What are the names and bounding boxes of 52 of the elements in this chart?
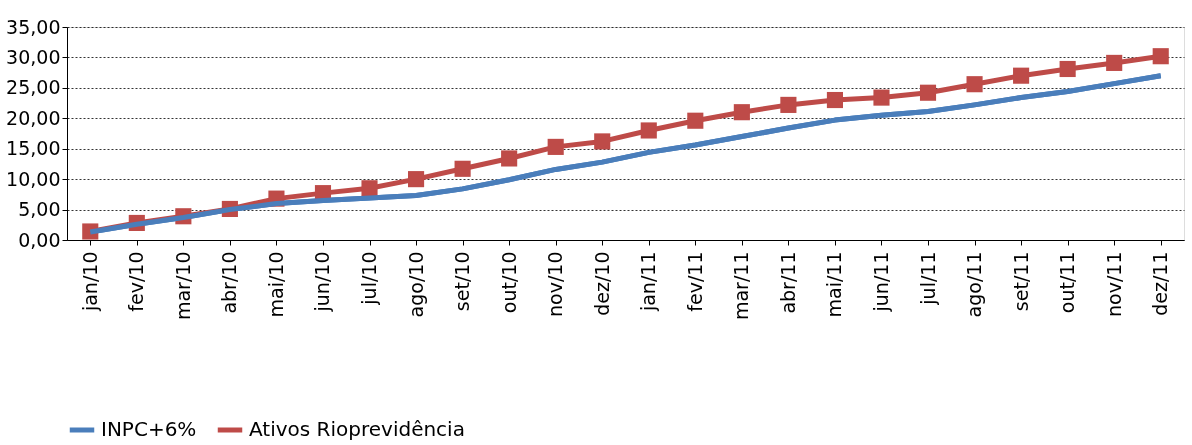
point <box>454 160 471 177</box>
x-tick-label: jan/11 <box>637 251 660 313</box>
point <box>1106 54 1123 71</box>
point <box>640 122 657 139</box>
point <box>966 76 983 93</box>
point <box>873 89 890 106</box>
y-tick-label: 30,00 <box>6 45 61 68</box>
x-tick-label: abr/11 <box>776 251 799 314</box>
x-tick-label: set/10 <box>451 251 474 312</box>
x-tick-label: jul/10 <box>358 251 381 306</box>
legend-label: Ativos Rioprevidência <box>249 417 465 441</box>
y-tick-label: 0,00 <box>18 228 61 251</box>
x-tick-label: abr/10 <box>218 251 241 314</box>
y-tick-label: 35,00 <box>6 15 61 38</box>
point <box>547 138 564 155</box>
point <box>501 150 518 167</box>
y-tick-label: 5,00 <box>18 198 61 221</box>
x-tick-label: dez/10 <box>590 251 613 316</box>
x-tick-label: set/11 <box>1009 251 1032 312</box>
point <box>826 91 843 109</box>
x-tick-label: jan/10 <box>78 251 101 313</box>
point <box>594 133 611 150</box>
y-tick-label: 25,00 <box>6 76 61 99</box>
x-tick-label: jul/11 <box>916 251 939 306</box>
point <box>733 104 750 121</box>
x-tick-label: ago/11 <box>963 251 986 318</box>
point <box>1152 48 1169 65</box>
x-tick-label: out/10 <box>497 251 520 314</box>
x-tick-label: out/11 <box>1056 251 1079 314</box>
point <box>780 96 797 113</box>
y-tick-label: 20,00 <box>6 106 61 129</box>
point <box>1059 60 1076 78</box>
legend-label: INPC+6% <box>101 417 197 441</box>
x-tick-label: jun/11 <box>869 251 892 313</box>
x-tick-label: fev/11 <box>683 251 706 312</box>
x-tick-label: nov/10 <box>544 251 567 317</box>
x-tick-label: mai/11 <box>823 251 846 318</box>
y-tick-label: 10,00 <box>6 167 61 190</box>
x-tick-label: fev/10 <box>125 251 148 312</box>
x-tick-label: mar/10 <box>171 251 194 321</box>
x-tick-label: ago/10 <box>404 251 427 318</box>
y-tick-label: 15,00 <box>6 137 61 160</box>
x-tick-label: dez/11 <box>1149 251 1172 316</box>
point <box>687 112 704 129</box>
x-tick-label: mar/11 <box>730 251 753 321</box>
x-tick-label: mai/10 <box>264 251 287 318</box>
point <box>408 171 425 188</box>
point <box>919 84 937 101</box>
point <box>1013 67 1030 84</box>
point <box>361 180 378 197</box>
x-tick-label: jun/10 <box>311 251 334 313</box>
x-tick-label: nov/11 <box>1102 251 1125 317</box>
